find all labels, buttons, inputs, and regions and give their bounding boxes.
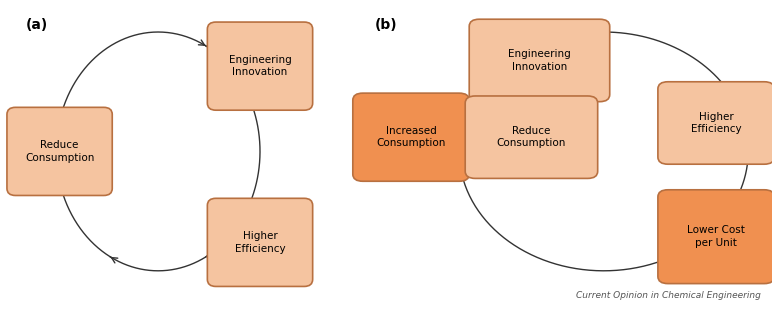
Text: Current Opinion in Chemical Engineering: Current Opinion in Chemical Engineering (576, 291, 760, 300)
Text: Engineering
Innovation: Engineering Innovation (229, 55, 291, 77)
FancyBboxPatch shape (658, 190, 772, 284)
Text: Higher
Efficiency: Higher Efficiency (691, 112, 741, 134)
Text: Reduce
Consumption: Reduce Consumption (25, 140, 94, 163)
Text: Reduce
Consumption: Reduce Consumption (496, 126, 566, 148)
FancyBboxPatch shape (7, 107, 112, 196)
Text: (b): (b) (375, 18, 398, 32)
Text: Lower Cost
per Unit: Lower Cost per Unit (687, 226, 745, 248)
FancyBboxPatch shape (658, 82, 772, 164)
FancyBboxPatch shape (353, 93, 469, 181)
Text: Increased
Consumption: Increased Consumption (376, 126, 445, 148)
FancyBboxPatch shape (469, 19, 610, 102)
FancyBboxPatch shape (466, 96, 598, 178)
FancyBboxPatch shape (208, 198, 313, 286)
FancyBboxPatch shape (208, 22, 313, 110)
Text: Engineering
Innovation: Engineering Innovation (508, 49, 571, 72)
Text: Higher
Efficiency: Higher Efficiency (235, 231, 286, 254)
Text: (a): (a) (25, 18, 48, 32)
